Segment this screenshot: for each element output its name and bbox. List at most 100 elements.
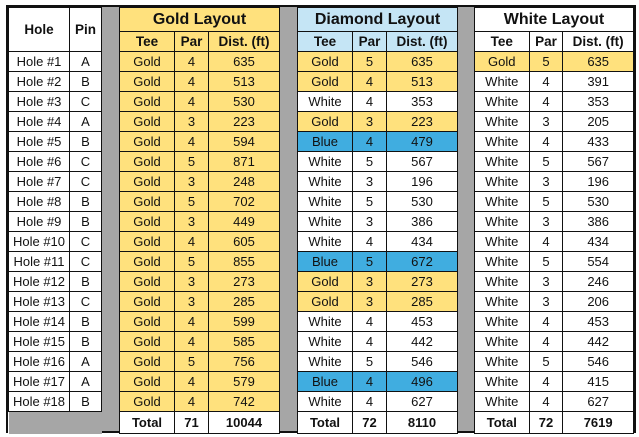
- tee-cell[interactable]: White: [474, 291, 530, 312]
- total-par[interactable]: 72: [352, 411, 387, 434]
- dist-header[interactable]: Dist. (ft): [208, 31, 280, 52]
- hole-cell[interactable]: Hole #11: [8, 251, 70, 272]
- pin-cell[interactable]: C: [69, 231, 102, 252]
- par-cell[interactable]: 4: [174, 51, 209, 72]
- dist-cell[interactable]: 513: [208, 71, 280, 92]
- tee-cell[interactable]: Gold: [119, 51, 175, 72]
- par-cell[interactable]: 4: [174, 91, 209, 112]
- tee-cell[interactable]: Blue: [297, 251, 353, 272]
- tee-cell[interactable]: White: [474, 311, 530, 332]
- dist-cell[interactable]: 386: [386, 211, 458, 232]
- hole-cell[interactable]: Hole #15: [8, 331, 70, 352]
- par-cell[interactable]: 5: [528, 351, 564, 372]
- tee-cell[interactable]: Gold: [119, 391, 175, 412]
- par-cell[interactable]: 5: [174, 251, 209, 272]
- dist-cell[interactable]: 627: [562, 391, 634, 412]
- dist-cell[interactable]: 433: [562, 131, 634, 152]
- tee-header[interactable]: Tee: [474, 31, 530, 52]
- total-distance[interactable]: 10044: [208, 411, 280, 434]
- par-cell[interactable]: 4: [174, 391, 209, 412]
- dist-cell[interactable]: 449: [208, 211, 280, 232]
- tee-cell[interactable]: White: [297, 311, 353, 332]
- dist-cell[interactable]: 594: [208, 131, 280, 152]
- par-cell[interactable]: 3: [174, 271, 209, 292]
- dist-cell[interactable]: 285: [386, 291, 458, 312]
- dist-header[interactable]: Dist. (ft): [386, 31, 458, 52]
- hole-cell[interactable]: Hole #9: [8, 211, 70, 232]
- par-cell[interactable]: 4: [352, 371, 387, 392]
- pin-cell[interactable]: B: [69, 271, 102, 292]
- tee-cell[interactable]: Gold: [119, 371, 175, 392]
- tee-cell[interactable]: White: [474, 111, 530, 132]
- par-cell[interactable]: 4: [528, 231, 564, 252]
- tee-cell[interactable]: Gold: [119, 331, 175, 352]
- par-header[interactable]: Par: [528, 31, 564, 52]
- total-label[interactable]: Total: [297, 411, 353, 434]
- pin-cell[interactable]: C: [69, 171, 102, 192]
- total-par[interactable]: 72: [528, 411, 564, 434]
- par-cell[interactable]: 3: [528, 111, 564, 132]
- pin-cell[interactable]: B: [69, 391, 102, 412]
- tee-cell[interactable]: Gold: [119, 271, 175, 292]
- par-cell[interactable]: 3: [174, 111, 209, 132]
- tee-cell[interactable]: White: [297, 211, 353, 232]
- tee-cell[interactable]: White: [297, 91, 353, 112]
- par-cell[interactable]: 4: [528, 371, 564, 392]
- dist-cell[interactable]: 453: [386, 311, 458, 332]
- par-cell[interactable]: 3: [352, 211, 387, 232]
- hole-cell[interactable]: Hole #6: [8, 151, 70, 172]
- par-cell[interactable]: 3: [174, 211, 209, 232]
- par-cell[interactable]: 4: [174, 371, 209, 392]
- par-cell[interactable]: 3: [174, 291, 209, 312]
- tee-cell[interactable]: White: [474, 271, 530, 292]
- dist-cell[interactable]: 530: [208, 91, 280, 112]
- par-cell[interactable]: 4: [174, 311, 209, 332]
- par-cell[interactable]: 3: [352, 291, 387, 312]
- par-cell[interactable]: 5: [352, 191, 387, 212]
- pin-cell[interactable]: B: [69, 331, 102, 352]
- pin-cell[interactable]: A: [69, 111, 102, 132]
- dist-cell[interactable]: 434: [562, 231, 634, 252]
- hole-cell[interactable]: Hole #10: [8, 231, 70, 252]
- par-cell[interactable]: 5: [174, 151, 209, 172]
- dist-cell[interactable]: 442: [386, 331, 458, 352]
- hole-cell[interactable]: Hole #5: [8, 131, 70, 152]
- dist-cell[interactable]: 386: [562, 211, 634, 232]
- dist-cell[interactable]: 635: [208, 51, 280, 72]
- hole-cell[interactable]: Hole #14: [8, 311, 70, 332]
- tee-cell[interactable]: Gold: [119, 91, 175, 112]
- tee-cell[interactable]: White: [474, 191, 530, 212]
- tee-cell[interactable]: Gold: [119, 351, 175, 372]
- dist-cell[interactable]: 546: [562, 351, 634, 372]
- tee-cell[interactable]: Gold: [119, 71, 175, 92]
- pin-cell[interactable]: B: [69, 131, 102, 152]
- tee-cell[interactable]: Gold: [119, 211, 175, 232]
- par-cell[interactable]: 4: [174, 331, 209, 352]
- par-cell[interactable]: 4: [528, 311, 564, 332]
- pin-cell[interactable]: A: [69, 371, 102, 392]
- dist-cell[interactable]: 672: [386, 251, 458, 272]
- dist-cell[interactable]: 546: [386, 351, 458, 372]
- dist-cell[interactable]: 627: [386, 391, 458, 412]
- par-cell[interactable]: 4: [528, 391, 564, 412]
- par-header[interactable]: Par: [174, 31, 209, 52]
- tee-cell[interactable]: Gold: [119, 191, 175, 212]
- tee-cell[interactable]: White: [297, 151, 353, 172]
- tee-cell[interactable]: White: [474, 71, 530, 92]
- hole-header[interactable]: Hole: [8, 7, 70, 52]
- par-cell[interactable]: 3: [528, 211, 564, 232]
- par-cell[interactable]: 4: [174, 131, 209, 152]
- hole-cell[interactable]: Hole #7: [8, 171, 70, 192]
- dist-cell[interactable]: 742: [208, 391, 280, 412]
- pin-cell[interactable]: B: [69, 71, 102, 92]
- pin-cell[interactable]: C: [69, 251, 102, 272]
- par-cell[interactable]: 3: [528, 291, 564, 312]
- dist-cell[interactable]: 554: [562, 251, 634, 272]
- par-cell[interactable]: 3: [352, 171, 387, 192]
- tee-header[interactable]: Tee: [297, 31, 353, 52]
- tee-header[interactable]: Tee: [119, 31, 175, 52]
- dist-cell[interactable]: 702: [208, 191, 280, 212]
- tee-cell[interactable]: Blue: [297, 131, 353, 152]
- par-cell[interactable]: 4: [352, 331, 387, 352]
- par-cell[interactable]: 4: [174, 71, 209, 92]
